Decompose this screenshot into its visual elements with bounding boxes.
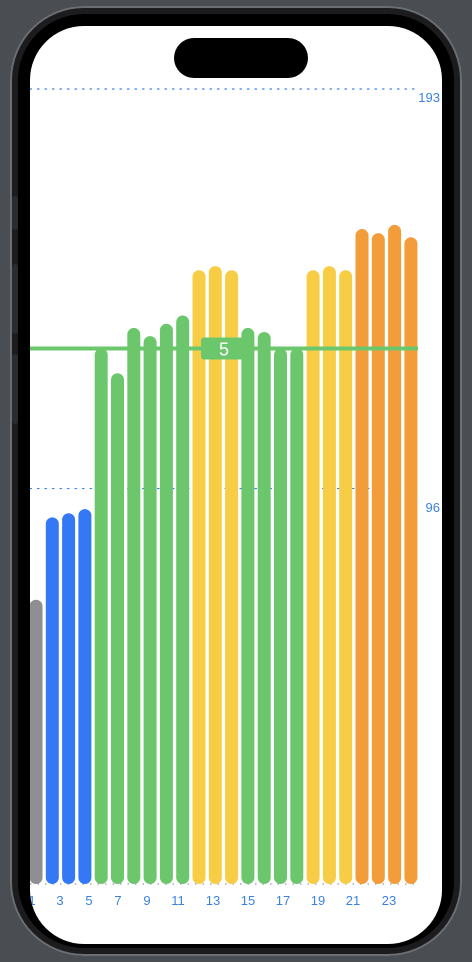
grid-lines (30, 88, 419, 885)
bar-22 (371, 233, 385, 884)
bar-18 (306, 270, 320, 884)
screen: 5 1 3 5 7 9 11 13 15 17 19 21 23 96 193 (30, 26, 442, 944)
x-tick-1: 1 (30, 893, 36, 908)
bar-13 (225, 270, 239, 884)
bar-20 (339, 270, 353, 884)
bar-21 (355, 229, 369, 884)
x-tick-23: 23 (382, 893, 396, 908)
volume-up-button (12, 264, 18, 334)
bar-23 (388, 224, 402, 885)
volume-down-button (12, 354, 18, 424)
y-tick-193: 193 (418, 90, 440, 105)
bar-12 (208, 266, 222, 884)
x-tick-11: 11 (171, 893, 185, 908)
mute-switch (12, 196, 18, 230)
dynamic-island (174, 38, 308, 78)
bar-16 (274, 348, 287, 884)
x-tick-15: 15 (241, 893, 255, 908)
rule-label: 5 (219, 340, 229, 360)
bar-17 (290, 348, 304, 884)
x-tick-3: 3 (56, 893, 63, 908)
x-tick-7: 7 (114, 893, 121, 908)
x-axis-ticks: 1 3 5 7 9 11 13 15 17 19 21 23 (30, 893, 396, 908)
x-tick-5: 5 (85, 893, 92, 908)
x-tick-17: 17 (276, 893, 290, 908)
bar-8 (143, 336, 157, 884)
bar-1 (30, 599, 43, 884)
bar-9 (159, 323, 173, 885)
bar-6 (111, 373, 124, 884)
bar-4 (78, 509, 92, 884)
bar-2 (45, 517, 59, 884)
bar-19 (322, 266, 336, 884)
bar-15 (257, 332, 271, 884)
y-axis-ticks: 96 193 (418, 90, 440, 515)
rule-line-group: 5 (30, 337, 418, 360)
y-tick-96: 96 (426, 500, 440, 515)
x-tick-13: 13 (206, 893, 220, 908)
bar-11 (192, 270, 206, 884)
bar-14 (241, 327, 255, 884)
bar-5 (94, 348, 108, 884)
bar-24 (404, 237, 418, 884)
x-tick-9: 9 (143, 893, 150, 908)
bar-10 (176, 315, 190, 884)
bars (30, 224, 418, 885)
rule-label-badge (201, 337, 245, 360)
x-tick-19: 19 (311, 893, 325, 908)
bar-3 (62, 513, 76, 884)
bar-7 (127, 327, 141, 884)
x-tick-21: 21 (346, 893, 360, 908)
